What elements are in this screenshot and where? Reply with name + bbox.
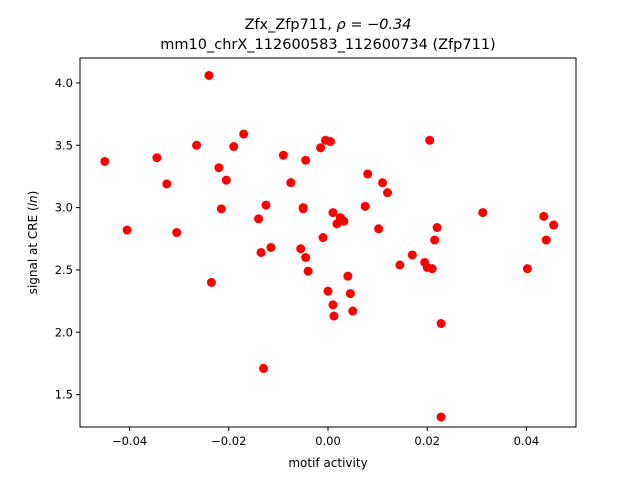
y-tick-label: 3.0 — [55, 201, 73, 215]
data-point — [259, 363, 269, 373]
x-axis-ticks: −0.04 −0.02 0.00 0.02 0.04 — [112, 427, 539, 448]
data-point — [549, 220, 559, 230]
data-point — [229, 142, 239, 152]
data-point — [374, 224, 384, 234]
chart-title-name: Zfx_Zfp711, — [244, 17, 336, 33]
data-point — [325, 137, 335, 147]
data-point — [430, 235, 440, 245]
data-point — [214, 163, 224, 173]
x-tick-label: −0.02 — [211, 434, 246, 448]
data-point — [316, 143, 326, 153]
data-point — [266, 242, 276, 252]
data-point — [407, 250, 417, 260]
data-point — [303, 266, 313, 276]
data-point — [478, 208, 488, 218]
data-point — [318, 233, 328, 243]
data-point — [360, 201, 370, 211]
y-tick-label: 3.5 — [55, 138, 73, 152]
data-point — [239, 129, 249, 139]
data-point — [122, 225, 132, 235]
data-point — [328, 208, 338, 218]
data-point — [522, 264, 532, 274]
data-point — [278, 150, 288, 160]
x-tick-label: −0.04 — [112, 434, 147, 448]
data-point — [348, 306, 358, 316]
data-point — [152, 153, 162, 163]
data-point — [301, 155, 311, 165]
data-point — [298, 204, 308, 214]
data-point — [539, 211, 549, 221]
data-point — [345, 289, 355, 299]
data-point — [261, 200, 271, 210]
chart-title-rho: ρ = −0.34 — [337, 17, 412, 33]
data-point — [221, 175, 231, 185]
data-point — [256, 247, 266, 257]
data-point — [216, 204, 226, 214]
data-point — [541, 235, 551, 245]
data-point — [427, 264, 437, 274]
data-point — [323, 286, 333, 296]
y-axis-label-math: ln — [26, 195, 40, 206]
y-axis-label: signal at CRE (ln) — [26, 191, 40, 295]
data-point — [343, 271, 353, 281]
x-tick-label: 0.04 — [514, 434, 540, 448]
data-point — [425, 135, 435, 145]
y-axis-ticks: 1.5 2.0 2.5 3.0 3.5 4.0 — [55, 76, 80, 402]
x-tick-label: 0.02 — [414, 434, 440, 448]
y-tick-label: 4.0 — [55, 76, 73, 90]
data-point — [378, 178, 388, 188]
data-point — [436, 319, 446, 329]
data-points — [100, 70, 559, 422]
y-tick-label: 2.0 — [55, 325, 73, 339]
y-axis-label-prefix: signal at CRE ( — [26, 206, 40, 294]
chart-title-line1: Zfx_Zfp711, ρ = −0.34 — [244, 17, 411, 33]
data-point — [329, 311, 339, 321]
data-point — [204, 70, 214, 80]
data-point — [436, 412, 446, 422]
y-tick-label: 2.5 — [55, 263, 73, 277]
data-point — [192, 140, 202, 150]
data-point — [363, 169, 373, 179]
y-tick-label: 1.5 — [55, 388, 73, 402]
data-point — [383, 188, 393, 198]
data-point — [254, 214, 264, 224]
plot-area-frame — [79, 57, 577, 428]
data-point — [395, 260, 405, 270]
data-point — [328, 300, 338, 310]
chart-title-line2: mm10_chrX_112600583_112600734 (Zfp711) — [160, 37, 495, 53]
data-point — [172, 228, 182, 238]
y-axis-label-suffix: ) — [26, 191, 40, 196]
data-point — [100, 156, 110, 166]
data-point — [206, 277, 216, 287]
data-point — [339, 216, 349, 226]
x-axis-label: motif activity — [288, 456, 367, 470]
data-point — [162, 179, 172, 189]
x-tick-label: 0.00 — [315, 434, 341, 448]
data-point — [296, 244, 306, 254]
data-point — [286, 178, 296, 188]
data-point — [301, 252, 311, 262]
data-point — [432, 223, 442, 233]
